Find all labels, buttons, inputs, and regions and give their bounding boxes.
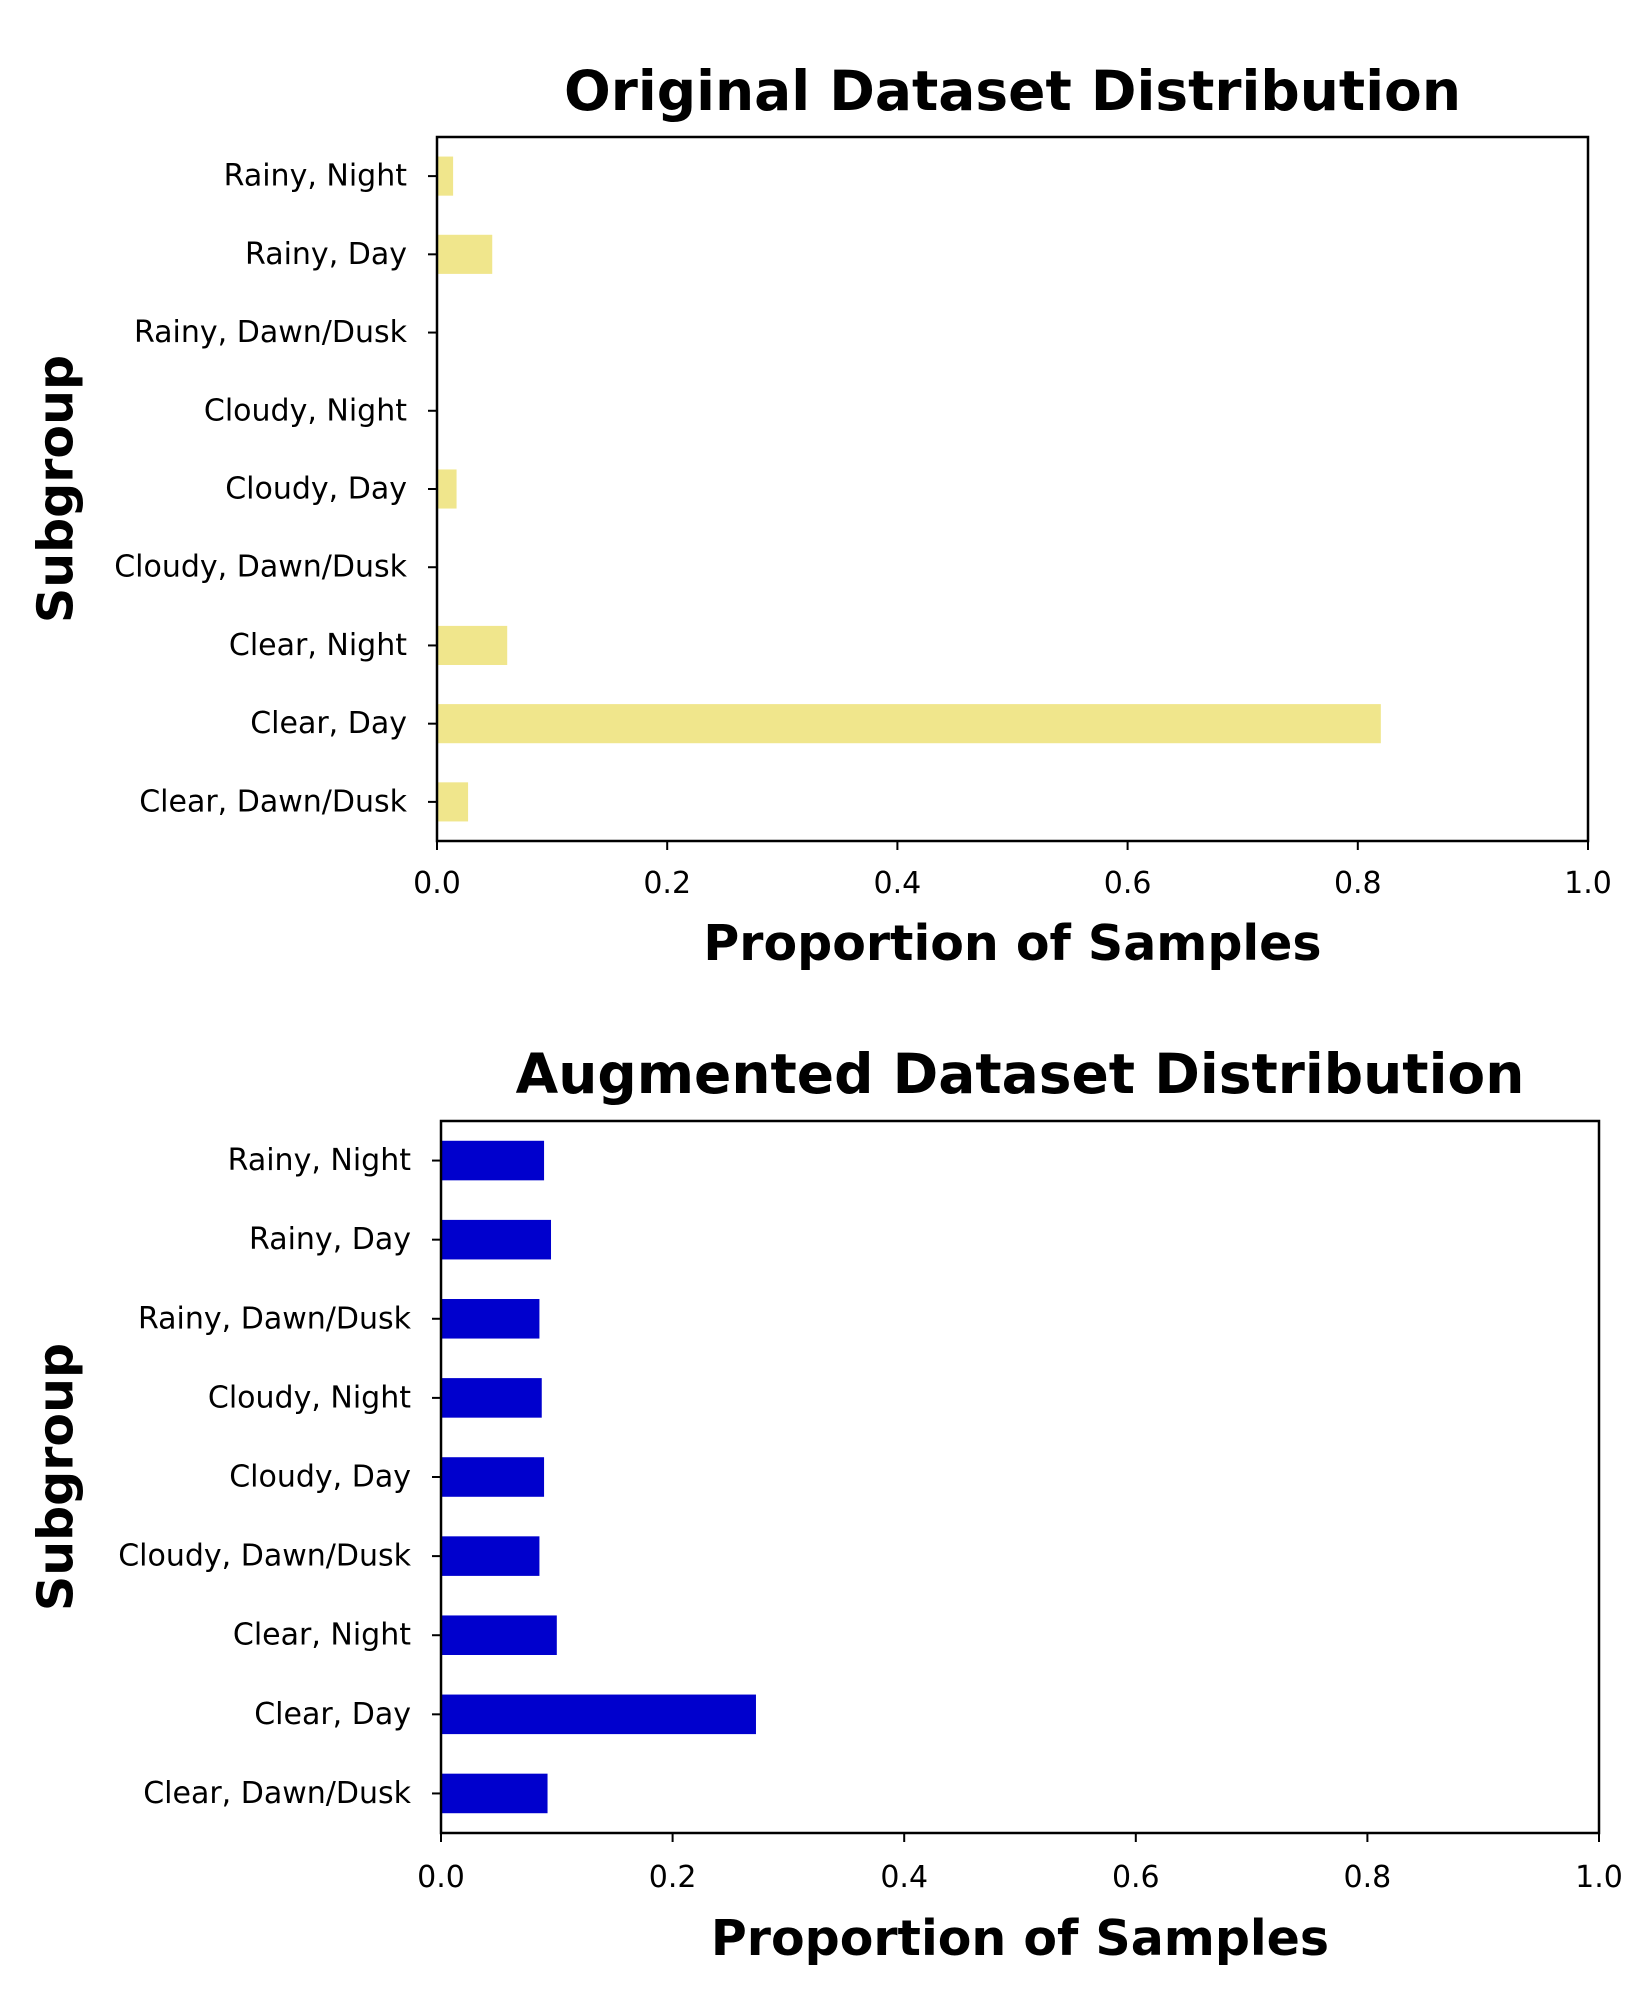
bar bbox=[437, 782, 469, 822]
bar bbox=[437, 625, 508, 665]
x-axis-label: Proportion of Samples bbox=[711, 1910, 1329, 1967]
x-tick-label: 0.0 bbox=[413, 866, 461, 901]
y-tick-label: Cloudy, Dawn/Dusk bbox=[118, 1539, 411, 1574]
y-tick-label: Clear, Day bbox=[250, 706, 407, 741]
x-axis-label: Proportion of Samples bbox=[703, 915, 1321, 972]
x-tick-label: 0.2 bbox=[643, 866, 691, 901]
bar bbox=[437, 704, 1381, 744]
x-tick-label: 0.6 bbox=[1104, 866, 1152, 901]
chart-title: Augmented Dataset Distribution bbox=[516, 1042, 1525, 1106]
y-tick-label: Rainy, Night bbox=[228, 1143, 412, 1178]
bar bbox=[441, 1378, 542, 1418]
y-tick-label: Rainy, Day bbox=[245, 237, 407, 272]
y-axis-label: Subgroup bbox=[28, 1343, 85, 1611]
bar bbox=[437, 469, 457, 509]
x-tick-label: 0.4 bbox=[874, 866, 922, 901]
y-tick-label: Clear, Day bbox=[254, 1697, 411, 1732]
bar bbox=[437, 156, 454, 196]
bar bbox=[441, 1219, 552, 1260]
chart-2: Clear, Dawn/Dusk Clear, Day Clear, Night Cl… bbox=[28, 1042, 1623, 1967]
x-tick-label: 0.8 bbox=[1344, 1860, 1392, 1895]
y-tick-label: Clear, Dawn/Dusk bbox=[139, 784, 407, 819]
x-tick-label: 0.6 bbox=[1112, 1860, 1160, 1895]
x-tick-label: 0.2 bbox=[649, 1860, 697, 1895]
bar bbox=[441, 1299, 540, 1339]
y-tick-label: Rainy, Day bbox=[249, 1222, 411, 1257]
bar bbox=[441, 1773, 548, 1814]
y-tick-label: Clear, Night bbox=[229, 628, 407, 663]
y-tick-label: Cloudy, Day bbox=[225, 472, 407, 507]
plot-frame bbox=[435, 135, 1590, 843]
y-tick-label: Cloudy, Day bbox=[229, 1460, 411, 1495]
x-tick-label: 0.8 bbox=[1334, 866, 1382, 901]
bar bbox=[437, 234, 493, 274]
x-tick-label: 1.0 bbox=[1564, 866, 1612, 901]
x-tick-label: 0.0 bbox=[417, 1860, 465, 1895]
chart-title: Original Dataset Distribution bbox=[564, 59, 1461, 123]
x-tick-label: 0.4 bbox=[880, 1860, 928, 1895]
bar bbox=[441, 1615, 557, 1655]
y-tick-label: Cloudy, Dawn/Dusk bbox=[114, 550, 407, 585]
bar bbox=[441, 1140, 545, 1181]
y-tick-label: Cloudy, Night bbox=[204, 393, 407, 428]
chart-1: Clear, Dawn/Dusk Clear, Day Clear, Night Cl… bbox=[28, 59, 1612, 972]
x-tick-label: 1.0 bbox=[1575, 1860, 1623, 1895]
bar bbox=[441, 1536, 540, 1576]
bar bbox=[441, 1694, 756, 1735]
y-axis-label: Subgroup bbox=[28, 355, 85, 623]
y-tick-label: Rainy, Dawn/Dusk bbox=[134, 315, 408, 350]
y-tick-label: Clear, Night bbox=[233, 1618, 411, 1653]
y-tick-label: Cloudy, Night bbox=[208, 1380, 411, 1415]
y-tick-label: Rainy, Night bbox=[224, 159, 408, 194]
y-tick-label: Clear, Dawn/Dusk bbox=[143, 1776, 411, 1811]
bar bbox=[441, 1457, 545, 1497]
y-tick-label: Rainy, Dawn/Dusk bbox=[138, 1301, 412, 1336]
plot-frame bbox=[439, 1119, 1601, 1835]
